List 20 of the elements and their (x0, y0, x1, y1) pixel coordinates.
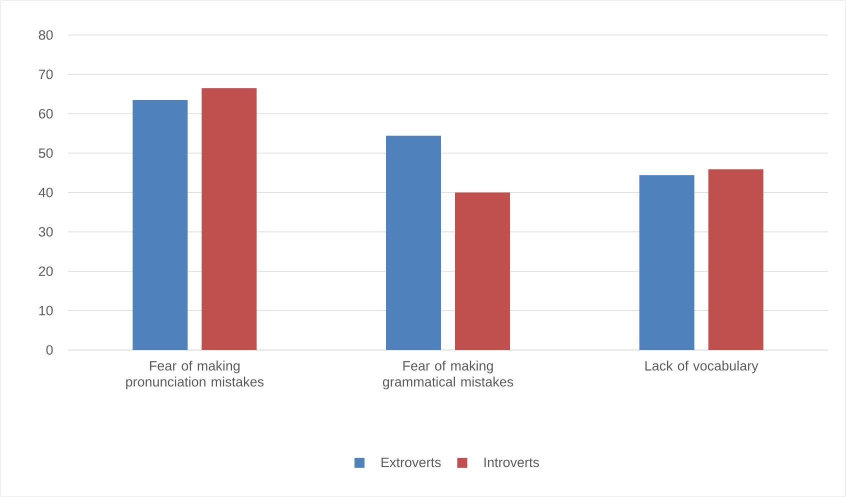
y-tick-label: 20 (38, 266, 53, 276)
y-tick-label: 60 (38, 108, 53, 119)
y-tick-label: 30 (38, 227, 53, 237)
y-tick-label: 10 (39, 306, 53, 316)
y-tick-label: 50 (38, 148, 53, 158)
bar (386, 136, 441, 350)
y-tick-label: 80 (38, 30, 53, 40)
bar (455, 192, 510, 350)
x-tick-label: Lack of vocabulary (645, 360, 758, 374)
bar (202, 88, 257, 350)
y-tick-label: 0 (46, 345, 53, 355)
bar (132, 100, 188, 350)
y-tick-label: 40 (38, 188, 53, 198)
y-tick-label: 70 (38, 70, 53, 80)
x-tick-label: Fear of making grammatical mistakes (382, 360, 514, 390)
bar (639, 175, 694, 350)
legend-label: Extroverts (382, 458, 441, 468)
bar (708, 169, 764, 350)
legend-label: Introverts (484, 458, 540, 468)
x-tick-label: Fear of making pronunciation mistakes (126, 360, 264, 390)
